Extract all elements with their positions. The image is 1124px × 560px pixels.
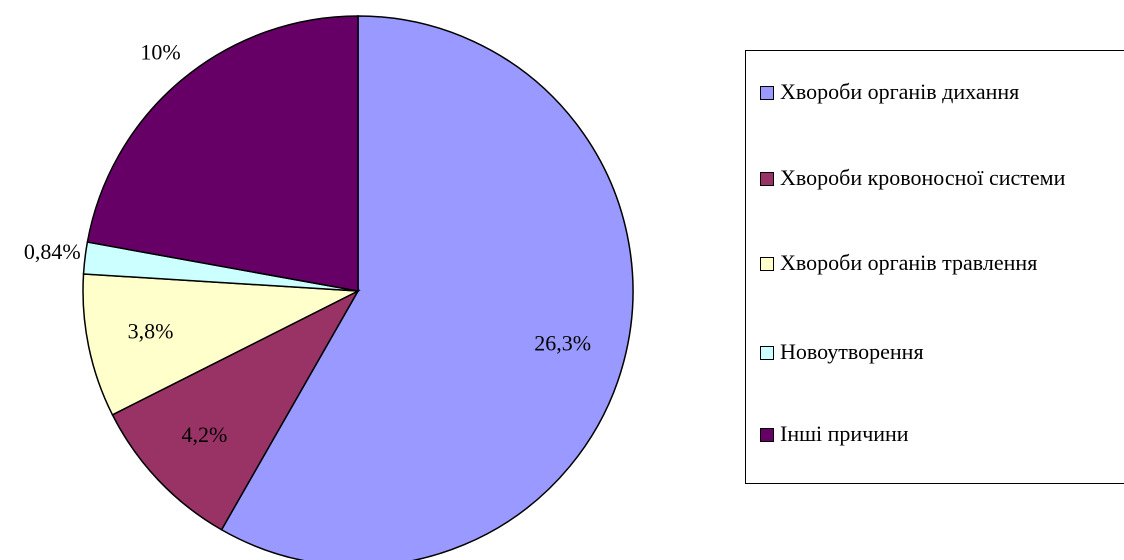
- legend: Хвороби органів дихання Хвороби кровоносн…: [745, 50, 1124, 484]
- data-label: 3,8%: [128, 319, 174, 344]
- pie-slice: [86, 15, 359, 292]
- legend-label: Хвороби органів дихання: [780, 79, 1020, 104]
- legend-label: Новоутворення: [780, 339, 924, 364]
- legend-label: Інші причини: [780, 421, 909, 446]
- legend-swatch: [760, 86, 774, 100]
- legend-swatch: [760, 346, 774, 360]
- pie-slice: [111, 289, 360, 531]
- pie-slice: [220, 15, 634, 560]
- legend-item: Хвороби органів дихання: [760, 75, 1110, 109]
- data-label: 0,84%: [24, 239, 81, 264]
- legend-item: Хвороби органів травлення: [760, 246, 1110, 280]
- legend-swatch: [760, 257, 774, 271]
- legend-swatch: [760, 172, 774, 186]
- legend-item: Інші причини: [760, 417, 1110, 451]
- legend-label: Хвороби органів травлення: [780, 250, 1038, 275]
- legend-item: Хвороби кровоносної системи: [760, 161, 1110, 195]
- data-label: 4,2%: [181, 422, 227, 447]
- legend-label: Хвороби кровоносної системи: [780, 165, 1066, 190]
- data-label: 26,3%: [534, 330, 591, 355]
- legend-item: Новоутворення: [760, 335, 1110, 369]
- pie-slice: [82, 273, 361, 416]
- legend-swatch: [760, 428, 774, 442]
- data-label: 10%: [140, 40, 180, 65]
